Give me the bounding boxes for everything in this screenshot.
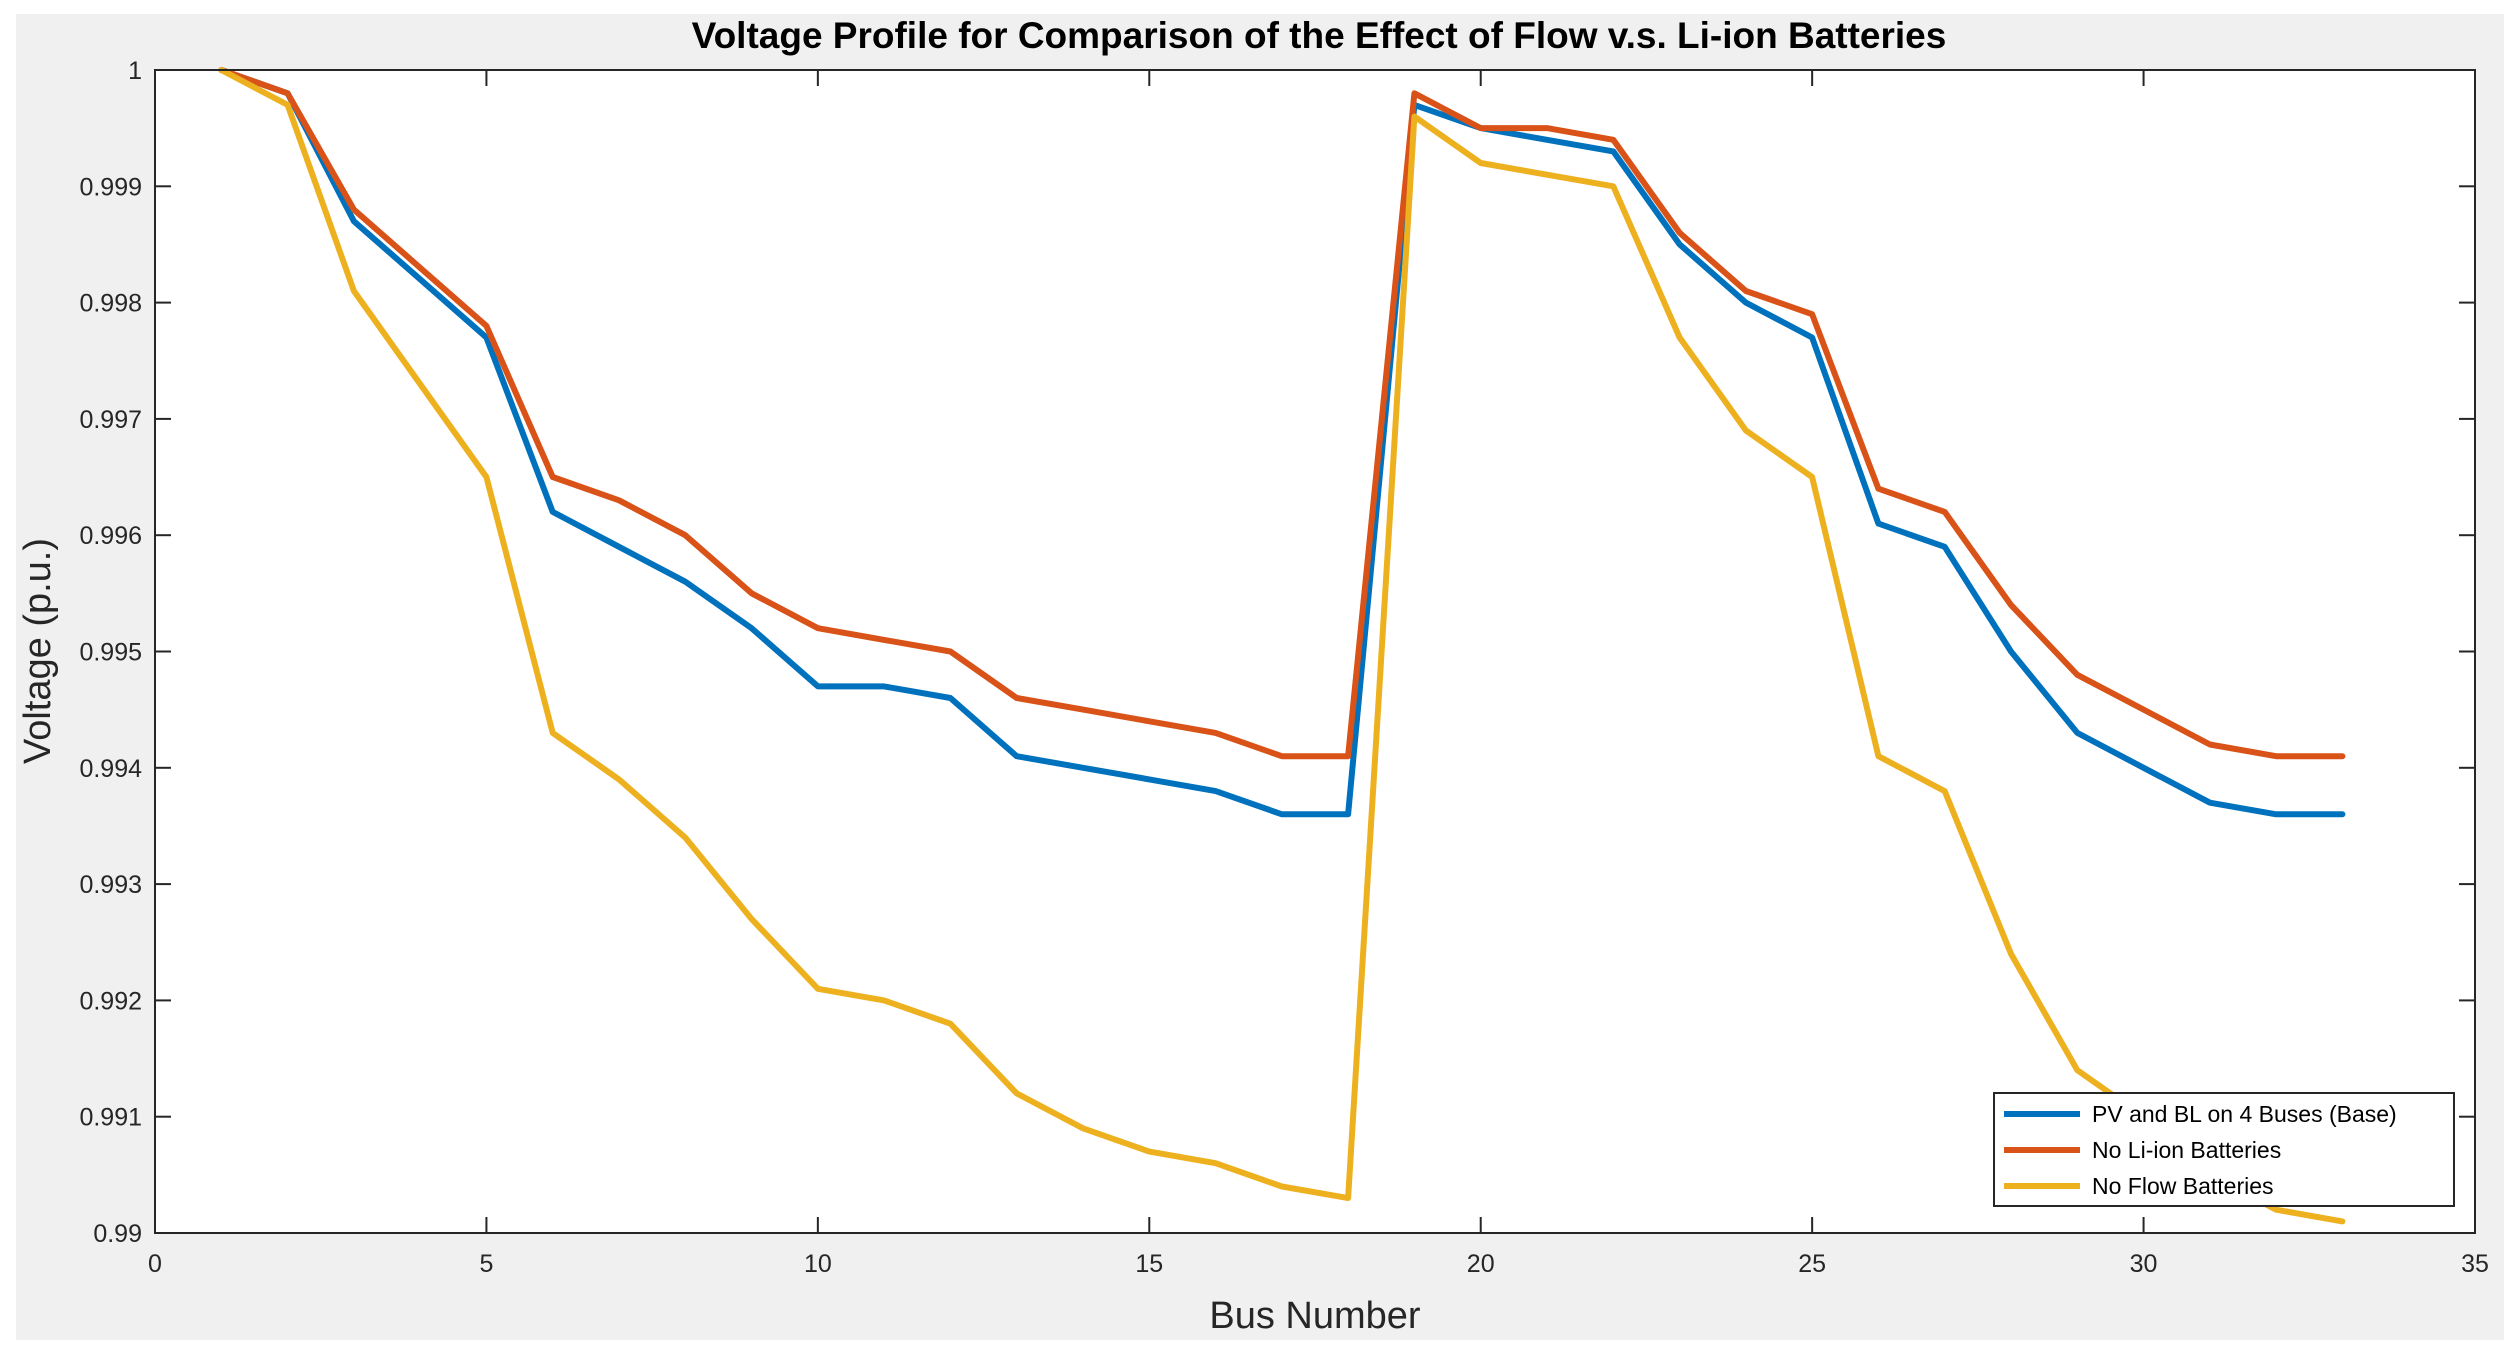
- y-tick-label: 0.99: [93, 1220, 142, 1248]
- x-tick-label: 0: [148, 1250, 162, 1278]
- y-tick-label: 0.994: [79, 755, 142, 783]
- x-tick-label: 20: [1467, 1250, 1495, 1278]
- series-layer: [218, 67, 2346, 1225]
- legend: PV and BL on 4 Buses (Base) No Li-ion Bat…: [1993, 1092, 2455, 1207]
- x-tick-label: 15: [1135, 1250, 1163, 1278]
- y-tick-label: 1: [128, 57, 142, 85]
- legend-label-3: No Flow Batteries: [2092, 1173, 2274, 1199]
- y-ticks: 0.99 0.991 0.992 0.993 0.994 0.995 0.996 0.997 0…: [79, 57, 2475, 1248]
- x-tick-label: 25: [1798, 1250, 1826, 1278]
- y-axis-title: Voltage (p.u.): [17, 538, 59, 764]
- y-tick-label: 0.992: [79, 987, 142, 1015]
- x-tick-label: 30: [2130, 1250, 2158, 1278]
- x-ticks: 0 5 10 15 20 25 30 35: [148, 70, 2489, 1278]
- y-tick-label: 0.999: [79, 173, 142, 201]
- legend-label-1: PV and BL on 4 Buses (Base): [2092, 1101, 2397, 1127]
- x-tick-label: 5: [479, 1250, 493, 1278]
- y-tick-label: 0.997: [79, 406, 142, 434]
- y-tick-label: 0.998: [79, 290, 142, 318]
- x-tick-label: 10: [804, 1250, 832, 1278]
- chart-title: Voltage Profile for Comparison of the Ef…: [692, 15, 1947, 56]
- y-tick-label: 0.995: [79, 639, 142, 667]
- series-line-2: [218, 67, 2346, 760]
- x-axis-title: Bus Number: [1209, 1295, 1421, 1337]
- x-tick-label: 35: [2461, 1250, 2489, 1278]
- legend-label-2: No Li-ion Batteries: [2092, 1137, 2281, 1163]
- plot-area: [155, 70, 2475, 1233]
- series-line-3: [218, 67, 2346, 1225]
- y-tick-label: 0.996: [79, 522, 142, 550]
- y-tick-label: 0.991: [79, 1104, 142, 1132]
- y-tick-label: 0.993: [79, 871, 142, 899]
- series-line-1: [218, 67, 2346, 818]
